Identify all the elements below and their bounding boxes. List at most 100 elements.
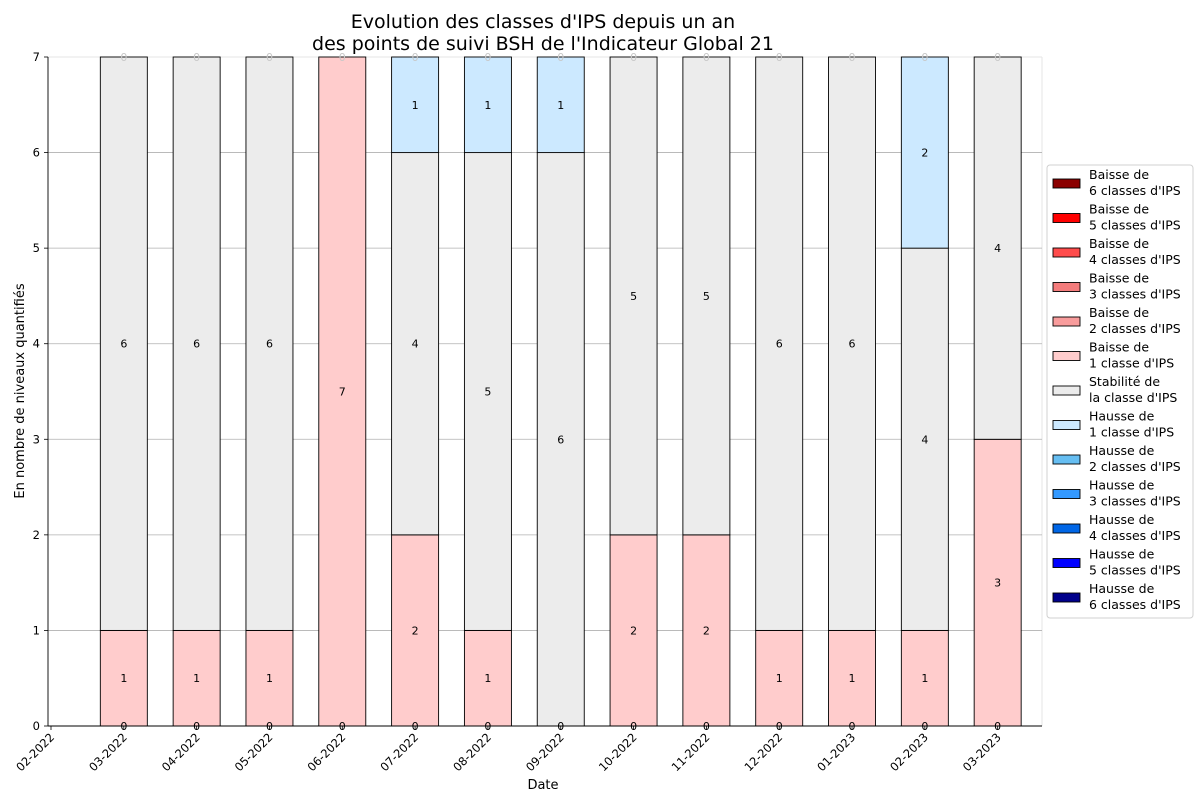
legend-entry-label: 1 classe d'IPS — [1089, 356, 1174, 371]
bar-segment — [828, 56, 876, 631]
bar-top-zero-label: 0 — [484, 51, 491, 64]
bar-segment — [463, 629, 512, 727]
y-tick-label: 3 — [33, 432, 40, 446]
bar-segment — [99, 629, 148, 727]
bar-value-label: 2 — [703, 624, 710, 637]
legend-entry-label: la classe d'IPS — [1089, 390, 1177, 405]
legend-entry-label: 1 classe d'IPS — [1089, 425, 1174, 440]
x-tick-label: 03-2022 — [86, 730, 130, 774]
legend-entry-label: Baisse de — [1089, 340, 1149, 355]
bar-value-label: 6 — [266, 338, 273, 351]
bar-top-zero-label: 0 — [412, 51, 419, 64]
legend-entry-label: 3 classes d'IPS — [1089, 287, 1181, 302]
bar-value-label: 1 — [193, 672, 200, 685]
bar-value-label: 5 — [703, 290, 710, 303]
bar-value-label: 2 — [921, 147, 928, 160]
x-tick-label: 04-2022 — [159, 730, 203, 774]
bar-zero-label: 0 — [339, 720, 346, 733]
bar-top-zero-label: 0 — [120, 51, 127, 64]
bar-segment — [245, 629, 294, 727]
x-tick-label: 05-2022 — [232, 730, 276, 774]
bar-zero-label: 0 — [994, 720, 1001, 733]
legend-swatch — [1052, 523, 1081, 534]
y-tick-label: 5 — [33, 241, 40, 255]
bar-segment — [391, 56, 440, 154]
legend-entry-label: Baisse de — [1089, 202, 1149, 217]
legend-entry-label: Hausse de — [1089, 478, 1155, 493]
bar-segment — [99, 56, 148, 631]
legend-entry-label: Hausse de — [1089, 409, 1155, 424]
x-tick-label: 03-2023 — [960, 730, 1004, 774]
y-tick-label: 6 — [33, 146, 40, 160]
bar-value-label: 5 — [630, 290, 637, 303]
bar-zero-label: 0 — [266, 720, 273, 733]
legend-swatch — [1052, 454, 1081, 465]
bar-zero-label: 0 — [849, 720, 856, 733]
legend-entry-label: 4 classes d'IPS — [1089, 252, 1181, 267]
x-tick-label: 10-2022 — [596, 730, 640, 774]
legend-entry-label: 2 classes d'IPS — [1089, 321, 1181, 336]
legend-entry-label: 5 classes d'IPS — [1089, 218, 1181, 233]
bar-segment — [755, 629, 804, 727]
legend-entry-label: 6 classes d'IPS — [1089, 183, 1181, 198]
bar-top-zero-label: 0 — [921, 51, 928, 64]
x-tick-label: 02-2022 — [13, 730, 57, 774]
bar-segment — [172, 629, 221, 727]
legend-swatch — [1052, 558, 1081, 568]
bar-segment — [463, 56, 512, 154]
chart-title-line-1: Evolution des classes d'IPS depuis un an — [351, 11, 735, 33]
legend-swatch — [1052, 282, 1081, 292]
legend-swatch — [1052, 592, 1081, 603]
legend-entry-label: Hausse de — [1089, 443, 1155, 458]
bar-segment — [973, 56, 1022, 440]
bar-value-label: 1 — [849, 672, 856, 685]
bar-value-label: 1 — [557, 99, 564, 112]
x-tick-label: 12-2022 — [741, 730, 785, 774]
x-axis-label: Date — [527, 778, 558, 793]
legend-entry-label: 2 classes d'IPS — [1089, 459, 1181, 474]
legend-entry-label: 3 classes d'IPS — [1089, 494, 1181, 509]
bar-segment — [391, 534, 440, 727]
legend-swatch — [1052, 420, 1081, 430]
bar-segment — [900, 56, 949, 249]
x-tick-label: 06-2022 — [305, 730, 349, 774]
bar-value-label: 6 — [776, 338, 783, 351]
legend-entry-label: 6 classes d'IPS — [1089, 597, 1181, 612]
bar-zero-label: 0 — [921, 720, 928, 733]
legend-swatch — [1052, 316, 1081, 327]
bar-value-label: 5 — [484, 386, 491, 399]
y-tick-label: 4 — [33, 337, 40, 351]
bar-segment — [609, 56, 658, 536]
legend-swatch — [1052, 351, 1081, 361]
bar-top-zero-label: 0 — [994, 51, 1001, 64]
legend-entry-label: 4 classes d'IPS — [1089, 528, 1181, 543]
bar-top-zero-label: 0 — [776, 51, 783, 64]
legend-entry-label: Baisse de — [1089, 271, 1149, 286]
bar-value-label: 4 — [412, 338, 419, 351]
bar-segment — [609, 534, 658, 727]
bar-segment — [682, 56, 731, 536]
y-axis-label: En nombre de niveaux quantifiés — [13, 283, 28, 498]
legend-entry-label: Baisse de — [1089, 167, 1149, 182]
bar-value-label: 2 — [630, 624, 637, 637]
legend-box — [1046, 164, 1194, 619]
bar-zero-label: 0 — [557, 720, 564, 733]
bar-segment — [318, 56, 367, 727]
bar-value-label: 1 — [776, 672, 783, 685]
y-tick-label: 7 — [33, 50, 40, 64]
bar-top-zero-label: 0 — [557, 51, 564, 64]
bar-value-label: 1 — [484, 672, 491, 685]
chart-title-line-2: des points de suivi BSH de l'Indicateur … — [312, 33, 774, 55]
bar-segment — [536, 56, 585, 154]
bar-zero-label: 0 — [776, 720, 783, 733]
bar-value-label: 6 — [557, 433, 564, 446]
x-tick-label: 09-2022 — [523, 730, 567, 774]
bar-value-label: 7 — [339, 386, 346, 399]
bar-value-label: 6 — [120, 338, 127, 351]
plot-area: 0 1 2 3 4 5 6 7 02-2022 03-2022 04-2022 05-2022 06-2… — [13, 50, 1043, 774]
y-tick-label: 1 — [33, 623, 40, 637]
bar-top-zero-label: 0 — [630, 51, 637, 64]
x-tick-label: 07-2022 — [377, 730, 421, 774]
